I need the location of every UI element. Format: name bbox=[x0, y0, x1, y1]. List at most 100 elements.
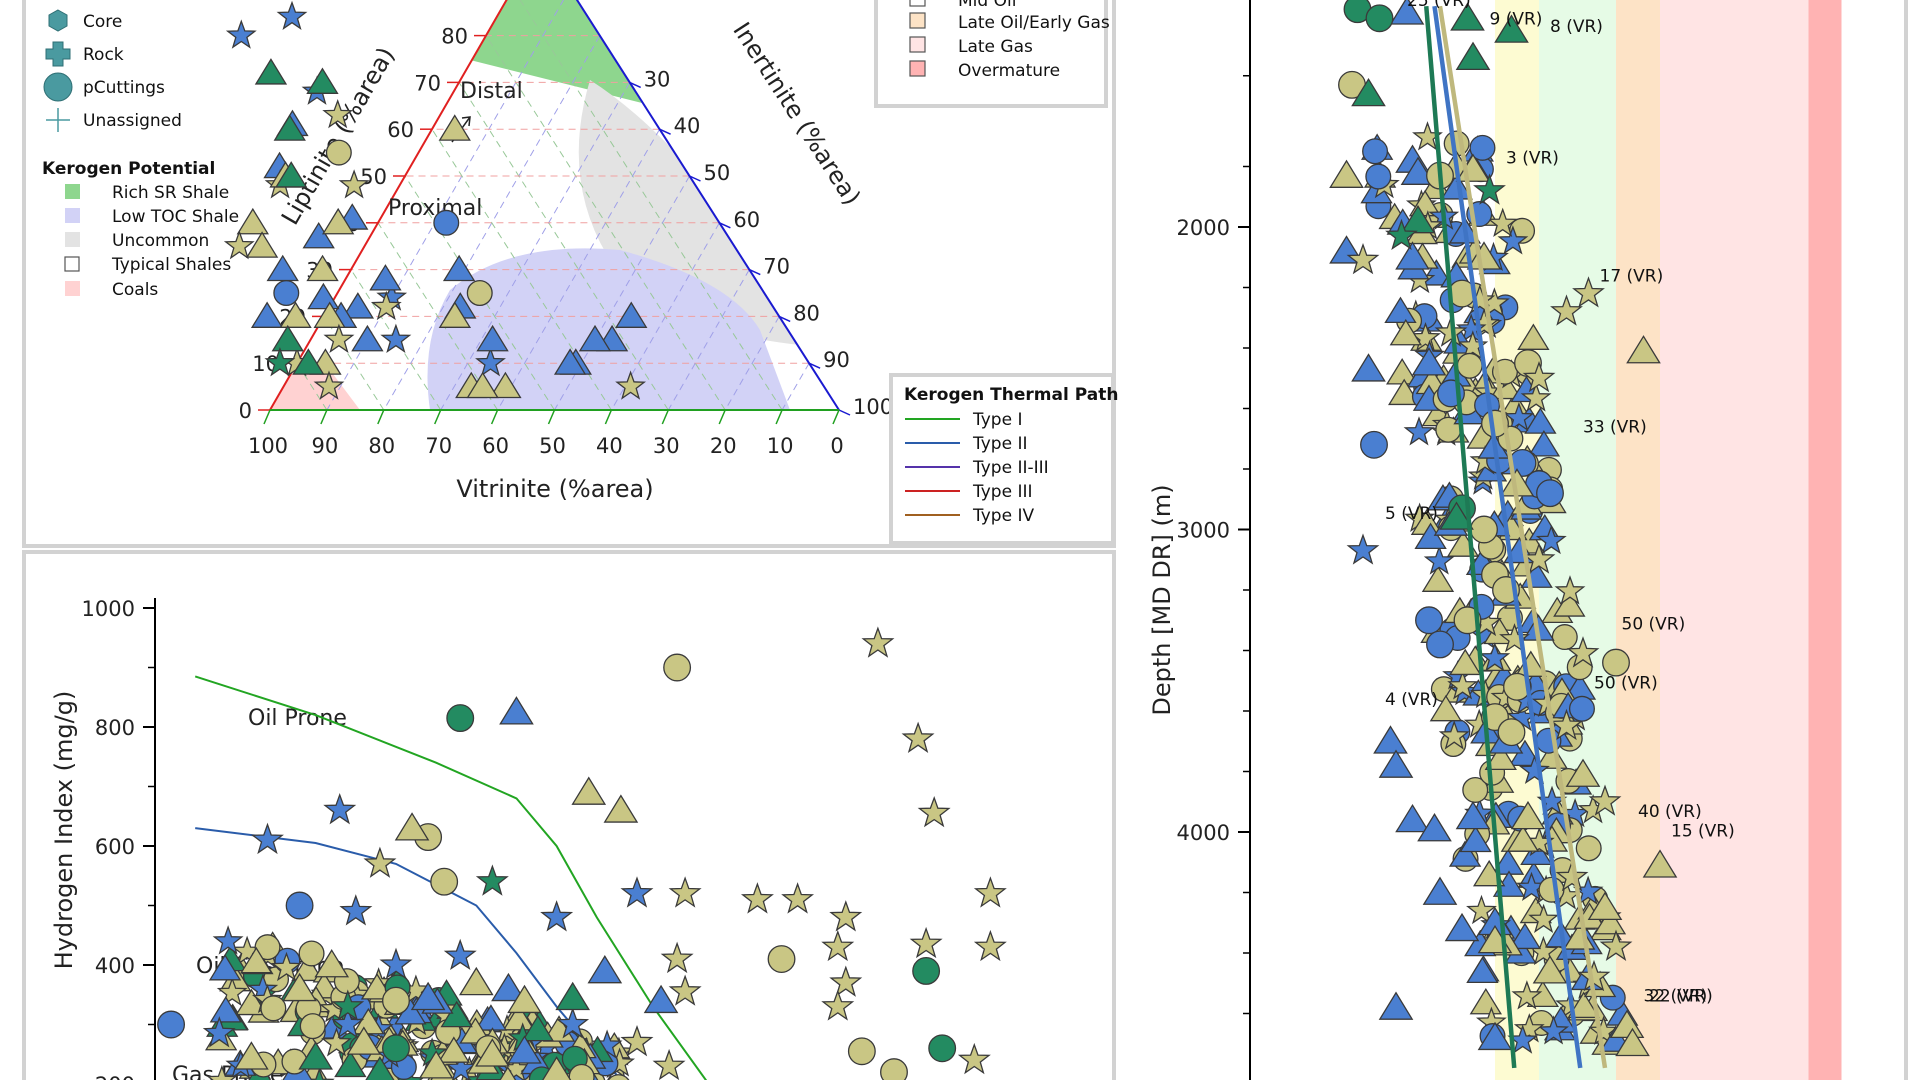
depth-cluster-point-319 bbox=[1593, 907, 1627, 935]
trend-line-2 bbox=[1437, 5, 1608, 1069]
depth-point-blue-0 bbox=[1389, 0, 1425, 25]
hi-point-khaki-20 bbox=[668, 974, 702, 1006]
depth-point-green-3 bbox=[1494, 14, 1529, 43]
depth-cluster-point-148 bbox=[1466, 956, 1499, 984]
ternary-point-green-0 bbox=[254, 58, 288, 85]
distal-arrowhead bbox=[461, 116, 471, 127]
tick-label-inertinite-40: 40 bbox=[674, 114, 701, 138]
hi-cluster-point-217 bbox=[440, 1000, 473, 1028]
depth-point-green-4 bbox=[1455, 41, 1491, 71]
depth-point-blue-4 bbox=[1395, 241, 1430, 270]
depth-cluster-point-260 bbox=[1389, 318, 1422, 346]
depth-point-blue-11 bbox=[1536, 479, 1564, 508]
vr-label-10: 40 (VR) bbox=[1638, 802, 1702, 822]
tick-vitrinite-60 bbox=[490, 409, 499, 425]
annotation-distal: Distal bbox=[460, 79, 523, 104]
hi-point-khaki-23 bbox=[847, 1037, 876, 1066]
hi-curve-type-i bbox=[194, 675, 708, 1080]
depth-point-khaki-20 bbox=[1497, 718, 1526, 747]
ternary-point-blue-26 bbox=[578, 324, 612, 352]
ternary-point-khaki-9 bbox=[245, 231, 279, 258]
hi-point-khaki-24 bbox=[880, 1058, 908, 1080]
grid-inertinite-40 bbox=[497, 128, 661, 410]
depth-point-khaki-35 bbox=[1522, 542, 1556, 574]
legend-type-i-label: Type I bbox=[972, 410, 1022, 430]
depth-point-khaki-37 bbox=[1510, 800, 1546, 830]
depth-cluster-point-111 bbox=[1553, 590, 1586, 617]
depth-cluster-point-176 bbox=[1487, 207, 1519, 237]
depth-point-blue-20 bbox=[1444, 912, 1480, 942]
hi-point-green-4 bbox=[382, 1034, 410, 1063]
legend-coals-label: Coals bbox=[112, 280, 158, 300]
depth-cluster-point-86 bbox=[1528, 903, 1560, 933]
depth-cluster-point-195 bbox=[1567, 991, 1600, 1018]
depth-point-khaki-9 bbox=[1626, 335, 1661, 364]
hi-tick-label-600: 600 bbox=[95, 835, 135, 859]
grid-vitrinite-90 bbox=[296, 362, 328, 410]
tick-label-vitrinite-60: 60 bbox=[482, 434, 509, 458]
hi-point-khaki-32 bbox=[542, 1056, 572, 1080]
hi-cluster-point-53 bbox=[216, 976, 248, 1007]
depth-cluster-point-188 bbox=[1588, 1015, 1620, 1045]
hi-cluster-point-213 bbox=[208, 954, 242, 981]
depth-cluster-point-270 bbox=[1520, 382, 1552, 412]
swatch-uncommon bbox=[65, 232, 80, 247]
grid-inertinite-90 bbox=[781, 362, 810, 410]
depth-cluster-point-162 bbox=[1462, 776, 1489, 803]
hi-point-khaki-3 bbox=[917, 796, 951, 828]
ternary-point-green-2 bbox=[273, 114, 306, 141]
depth-point-blue-12 bbox=[1346, 533, 1380, 565]
depth-point-blue-23 bbox=[1455, 800, 1491, 830]
depth-point-khaki-23 bbox=[1588, 784, 1622, 816]
depth-point-khaki-1 bbox=[1329, 159, 1364, 188]
depth-cluster-point-191 bbox=[1388, 378, 1421, 406]
ternary-chart: 0102030405060708030405060708090100100908… bbox=[223, 0, 893, 503]
depth-point-blue-18 bbox=[1417, 813, 1452, 842]
legend-mid-oil-label: Mid Oil bbox=[958, 0, 1016, 11]
hi-cluster-point-169 bbox=[502, 1003, 535, 1031]
depth-point-green-6 bbox=[1473, 173, 1506, 205]
depth-point-khaki-26 bbox=[1587, 891, 1623, 921]
hi-point-khaki-11 bbox=[740, 882, 774, 914]
hi-point-green-1 bbox=[475, 864, 509, 896]
vr-label-0: 25 (VR) bbox=[1407, 0, 1471, 11]
hi-cluster-point-205 bbox=[445, 1052, 477, 1080]
ternary-point-khaki-11 bbox=[438, 301, 472, 328]
hi-point-green-8 bbox=[298, 1041, 333, 1070]
ternary-point-khaki-2 bbox=[325, 139, 352, 166]
depth-cluster-point-183 bbox=[1527, 430, 1561, 457]
hydrogen-index-chart: 1000800600400200 Hydrogen Index (mg/g) O… bbox=[50, 597, 1007, 1085]
depth-tick-label-3000: 3000 bbox=[1177, 519, 1230, 543]
depth-cluster-point-315 bbox=[1506, 825, 1540, 852]
ternary-point-blue-9 bbox=[433, 209, 460, 236]
depth-cluster-point-253 bbox=[1438, 720, 1470, 750]
tick-label-inertinite-60: 60 bbox=[733, 208, 760, 232]
swatch-low-toc bbox=[65, 208, 80, 223]
hi-point-blue-6 bbox=[379, 947, 413, 980]
hi-point-khaki-2 bbox=[901, 721, 935, 753]
ternary-point-blue-17 bbox=[250, 301, 284, 328]
depth-point-khaki-22 bbox=[1565, 758, 1601, 787]
depth-point-khaki-27 bbox=[1599, 929, 1633, 961]
tick-label-liptinite-0: 0 bbox=[239, 399, 252, 423]
vr-label-2: 8 (VR) bbox=[1550, 17, 1603, 37]
grid-inertinite-80 bbox=[724, 316, 780, 410]
ternary-point-green-4 bbox=[271, 324, 304, 352]
tick-vitrinite-30 bbox=[661, 409, 669, 425]
depth-cluster-point-255 bbox=[1538, 876, 1565, 903]
depth-point-khaki-12 bbox=[1522, 360, 1556, 393]
hi-point-khaki-31 bbox=[475, 1038, 510, 1067]
depth-chart: 2000 3000 4000 Depth [MD DR] (m) 25 (VR) 9 … bbox=[1148, 0, 1842, 1080]
depth-point-green-8 bbox=[1385, 218, 1418, 251]
hi-point-khaki-13 bbox=[829, 900, 863, 932]
vr-label-6: 5 (VR) bbox=[1385, 504, 1438, 524]
hi-point-khaki-26 bbox=[507, 984, 542, 1014]
ternary-point-khaki-0 bbox=[322, 98, 354, 129]
depth-cluster-point-248 bbox=[1508, 922, 1542, 950]
hi-cluster-point-184 bbox=[271, 951, 302, 982]
hi-tick-label-400: 400 bbox=[95, 954, 135, 978]
hi-cluster-point-175 bbox=[240, 946, 273, 974]
legend-core-label: Core bbox=[83, 12, 122, 32]
tick-vitrinite-0 bbox=[832, 409, 840, 425]
